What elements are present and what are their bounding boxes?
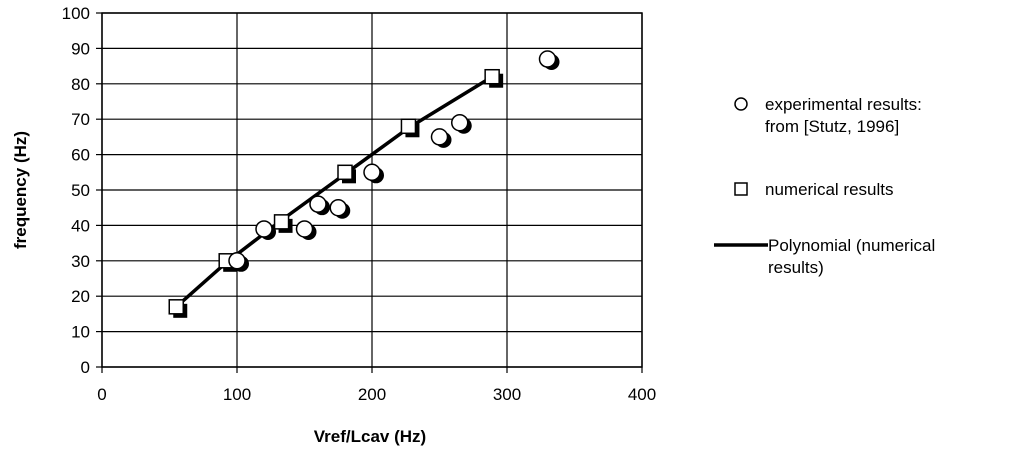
y-tick-label: 50 <box>71 181 90 200</box>
y-tick-label: 30 <box>71 252 90 271</box>
y-tick-label: 80 <box>71 75 90 94</box>
legend-label-polynomial: Polynomial (numerical results) <box>768 236 935 277</box>
legend: experimental results: from [Stutz, 1996] n… <box>714 95 935 277</box>
experimental-point <box>451 113 469 132</box>
x-tick-label: 200 <box>358 385 386 404</box>
y-axis-title: frequency (Hz) <box>11 131 30 249</box>
y-tick-label: 10 <box>71 323 90 342</box>
y-axis-ticks: 0 10 20 30 40 50 60 70 80 90 100 <box>62 4 102 377</box>
experimental-point <box>538 50 557 68</box>
experimental-point <box>255 220 273 238</box>
experimental-point <box>430 128 449 146</box>
numerical-point <box>484 68 500 85</box>
legend-circle-icon <box>734 97 748 111</box>
numerical-point <box>273 214 290 230</box>
x-axis-title: Vref/Lcav (Hz) <box>314 427 426 446</box>
y-tick-label: 90 <box>71 39 90 58</box>
numerical-point <box>337 164 353 181</box>
experimental-results-markers <box>228 50 560 272</box>
x-tick-label: 100 <box>223 385 251 404</box>
x-tick-label: 400 <box>628 385 656 404</box>
y-tick-label: 0 <box>81 358 90 377</box>
experimental-point <box>295 220 314 238</box>
y-tick-label: 70 <box>71 110 90 129</box>
x-tick-label: 0 <box>97 385 106 404</box>
y-tick-label: 60 <box>71 146 90 165</box>
experimental-point <box>309 195 327 213</box>
y-tick-label: 40 <box>71 216 90 235</box>
plot-area <box>101 12 643 368</box>
numerical-point <box>168 299 184 315</box>
numerical-point <box>400 118 417 135</box>
y-tick-label: 100 <box>62 4 90 23</box>
x-tick-label: 300 <box>493 385 521 404</box>
polynomial-trend-line <box>175 75 494 309</box>
legend-label-experimental: experimental results: from [Stutz, 1996] <box>765 95 922 136</box>
legend-label-numerical: numerical results <box>765 180 894 199</box>
legend-square-icon <box>734 182 748 196</box>
y-tick-label: 20 <box>71 287 90 306</box>
experimental-point <box>363 163 381 182</box>
experimental-point <box>228 252 246 270</box>
x-axis-ticks: 0 100 200 300 400 <box>97 367 656 404</box>
numerical-results-markers <box>168 68 504 318</box>
experimental-point <box>329 198 347 217</box>
